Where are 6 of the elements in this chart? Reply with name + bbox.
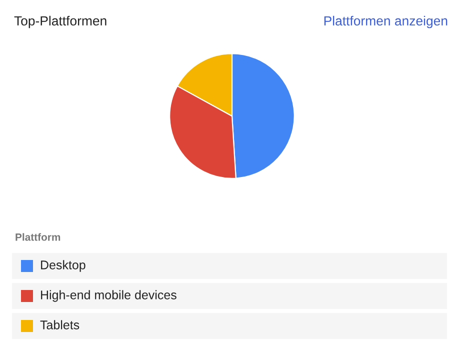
- legend-label: Desktop: [41, 260, 86, 272]
- text: Plattformen anzeigen: [324, 16, 448, 28]
- chart-title: Top-Plattformen: [14, 16, 106, 28]
- legend-label: High-end mobile devices: [41, 290, 176, 302]
- legend-label: Tablets: [40, 320, 80, 330]
- legend-title: Plattform: [16, 233, 60, 241]
